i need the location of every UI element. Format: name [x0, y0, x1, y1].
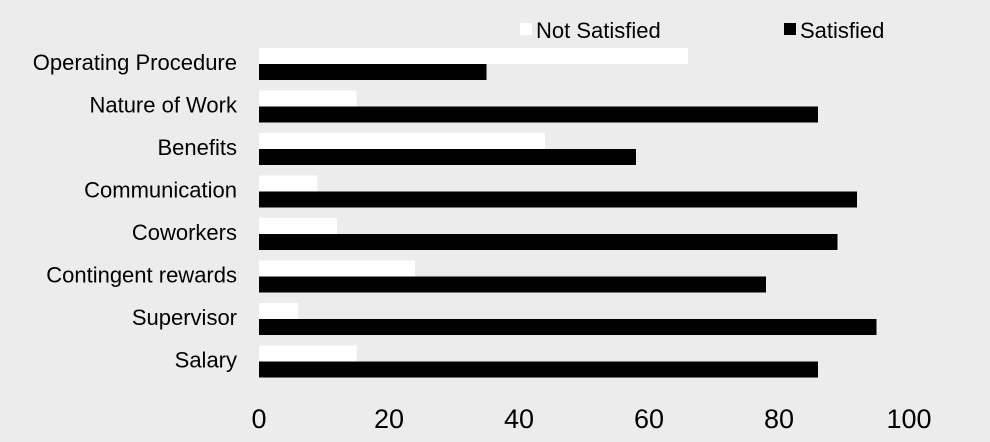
- bar-not-satisfied-5: [259, 260, 415, 277]
- x-axis-ticks: 0 20 40 60 80 100: [251, 404, 931, 434]
- x-tick-label: 60: [634, 404, 664, 434]
- bar-satisfied-3: [259, 191, 857, 208]
- x-tick-label: 80: [764, 404, 794, 434]
- legend-swatch: [520, 23, 532, 35]
- bar-not-satisfied-7: [259, 345, 357, 362]
- legend-item-not-satisfied: Not Satisfied: [520, 18, 661, 43]
- bar-not-satisfied-1: [259, 90, 357, 107]
- bar-satisfied-0: [259, 64, 487, 80]
- bar-satisfied-5: [259, 276, 766, 293]
- category-label: Supervisor: [132, 305, 237, 330]
- bar-not-satisfied-0: [259, 48, 688, 64]
- category-label: Operating Procedure: [33, 50, 237, 75]
- bar-satisfied-1: [259, 106, 818, 123]
- legend: Not Satisfied Satisfied: [520, 18, 884, 43]
- bar-satisfied-7: [259, 361, 818, 378]
- category-label: Salary: [175, 347, 237, 372]
- legend-label: Not Satisfied: [536, 18, 661, 43]
- x-tick-label: 100: [886, 404, 931, 434]
- bar-not-satisfied-6: [259, 303, 298, 319]
- x-tick-label: 40: [504, 404, 534, 434]
- legend-swatch: [784, 23, 796, 35]
- x-tick-label: 0: [251, 404, 266, 434]
- bar-satisfied-4: [259, 234, 838, 250]
- bars: [259, 48, 877, 378]
- x-tick-label: 20: [374, 404, 404, 434]
- bar-not-satisfied-4: [259, 218, 337, 234]
- bar-satisfied-6: [259, 319, 877, 335]
- category-label: Coworkers: [132, 220, 237, 245]
- category-labels: Operating Procedure Nature of Work Benefit…: [33, 50, 238, 373]
- category-label: Benefits: [158, 135, 238, 160]
- category-label: Communication: [84, 177, 237, 202]
- bar-not-satisfied-2: [259, 133, 545, 149]
- bar-satisfied-2: [259, 149, 636, 165]
- legend-item-satisfied: Satisfied: [784, 18, 884, 43]
- legend-label: Satisfied: [800, 18, 884, 43]
- category-label: Contingent rewards: [46, 262, 237, 287]
- category-label: Nature of Work: [89, 92, 238, 117]
- bar-not-satisfied-3: [259, 175, 318, 192]
